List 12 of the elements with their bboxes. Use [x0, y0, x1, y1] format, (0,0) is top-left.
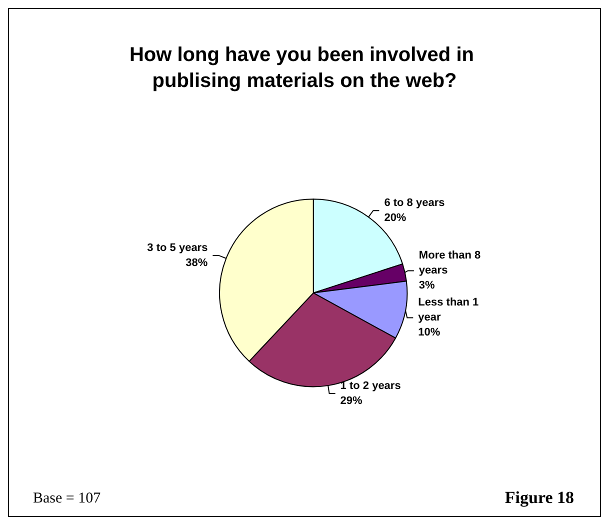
data-label: 3%: [418, 280, 436, 292]
slice-label: Less than 1 year: [418, 296, 482, 324]
slice-label: 6 to 8 years: [384, 197, 445, 210]
slice-label: More than 8 years: [418, 250, 484, 277]
data-label: 10%: [418, 326, 440, 339]
data-label: 29%: [340, 394, 363, 407]
chart-title: How long have you been involved in publising materials on the web?: [129, 44, 480, 92]
slice-label: 3 to 5 years: [147, 242, 208, 254]
data-label: 20%: [384, 212, 406, 224]
text: Base = 107: [33, 490, 102, 506]
caption: Figure 18: [504, 488, 574, 507]
data-label: 38%: [186, 256, 208, 269]
